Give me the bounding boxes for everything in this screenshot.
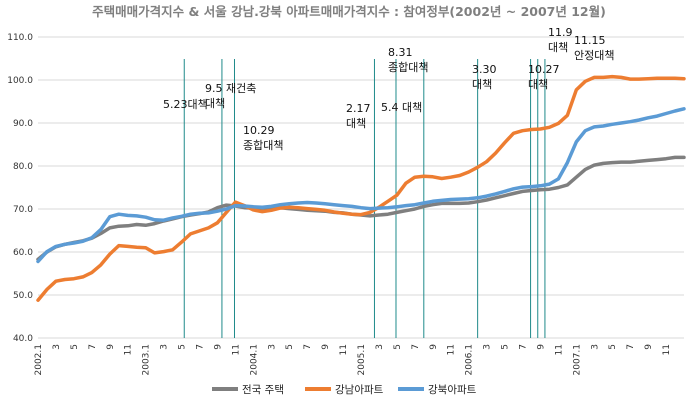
event-annotation: 11.9 xyxy=(548,26,573,39)
x-tick-label: 2003.1 xyxy=(142,344,152,376)
event-annotation: 9.5 재건축 xyxy=(205,82,256,95)
x-tick-label: 7 xyxy=(196,344,206,350)
x-tick-label: 7 xyxy=(411,344,421,350)
event-annotation: 8.31 xyxy=(388,46,413,59)
x-tick-label: 2005.1 xyxy=(357,344,367,376)
event-annotation: 안정대책 xyxy=(574,49,614,62)
x-tick-label: 5 xyxy=(70,344,80,350)
x-tick-label: 7 xyxy=(88,344,98,350)
event-annotation: 대책 xyxy=(346,117,366,130)
x-tick-label: 9 xyxy=(644,344,654,350)
x-tick-label: 2004.1 xyxy=(249,344,259,376)
event-annotation: 대책 xyxy=(205,97,225,110)
x-tick-label: 3 xyxy=(267,344,277,350)
grid xyxy=(38,36,684,339)
event-annotation: 11.15 xyxy=(574,34,606,47)
x-tick-label: 9 xyxy=(213,344,223,350)
x-tick-label: 3 xyxy=(52,344,62,350)
x-tick-label: 11 xyxy=(662,344,672,355)
y-tick-label: 60.0 xyxy=(13,248,33,258)
y-tick-label: 70.0 xyxy=(13,205,33,215)
legend-entry: 강남아파트 xyxy=(335,384,384,396)
y-tick-label: 80.0 xyxy=(13,162,33,172)
legend-entry: 전국 주택 xyxy=(242,384,284,396)
x-tick-label: 5 xyxy=(501,344,511,350)
event-annotation: 2.17 xyxy=(346,102,371,115)
x-tick-label: 9 xyxy=(106,344,116,350)
x-tick-label: 11 xyxy=(231,344,241,355)
y-tick-label: 110.0 xyxy=(7,33,33,43)
x-tick-label: 11 xyxy=(124,344,134,355)
x-tick-label: 11 xyxy=(339,344,349,355)
y-tick-label: 100.0 xyxy=(7,76,33,86)
event-lines xyxy=(183,59,546,338)
series-lines xyxy=(36,74,686,302)
x-tick-label: 2002.1 xyxy=(34,344,44,376)
x-tick-label: 7 xyxy=(626,344,636,350)
x-tick-label: 9 xyxy=(321,344,331,350)
y-axis: 40.0 50.0 60.0 70.0 80.0 90.0 100.0 110.0 xyxy=(7,33,33,344)
x-tick-label: 9 xyxy=(429,344,439,350)
event-annotation: 10.27 xyxy=(528,63,560,76)
event-annotation: 3.30 xyxy=(472,63,497,76)
x-tick-label: 9 xyxy=(536,344,546,350)
x-tick-label: 3 xyxy=(160,344,170,350)
x-tick-label: 2006.1 xyxy=(465,344,475,376)
event-annotation: 대책 xyxy=(472,78,492,91)
x-tick-label: 3 xyxy=(483,344,493,350)
series-line xyxy=(36,107,686,264)
event-annotation: 5.23대책 xyxy=(163,98,208,111)
event-annotation: 10.29 xyxy=(243,124,275,137)
x-axis: 2002.1 3 5 7 9 11 2003.1 3 5 7 9 11 2004.1 3 5 7 9 11 2005… xyxy=(34,344,672,376)
event-annotation: 대책 xyxy=(528,78,548,91)
series-line xyxy=(36,74,686,302)
y-tick-label: 90.0 xyxy=(13,119,33,129)
x-tick-label: 3 xyxy=(590,344,600,350)
chart-title: 주택매매가격지수 & 서울 강남.강북 아파트매매가격지수 : 참여정부(200… xyxy=(92,4,606,19)
legend-entry: 강북아파트 xyxy=(428,384,477,396)
x-tick-label: 5 xyxy=(393,344,403,350)
x-tick-label: 3 xyxy=(375,344,385,350)
x-tick-label: 11 xyxy=(447,344,457,355)
x-tick-label: 2007.1 xyxy=(572,344,582,376)
x-tick-label: 7 xyxy=(519,344,529,350)
legend: 전국 주택 강남아파트 강북아파트 xyxy=(212,384,477,396)
x-tick-label: 11 xyxy=(554,344,564,355)
x-tick-label: 5 xyxy=(178,344,188,350)
event-annotation: 5.4 대책 xyxy=(381,101,422,114)
event-annotation: 종합대책 xyxy=(388,61,428,74)
event-annotation: 대책 xyxy=(548,41,568,54)
x-tick-label: 7 xyxy=(303,344,313,350)
y-tick-label: 40.0 xyxy=(13,334,33,344)
event-annotation: 종합대책 xyxy=(243,139,283,152)
x-tick-label: 5 xyxy=(285,344,295,350)
x-tick-label: 5 xyxy=(608,344,618,350)
y-tick-label: 50.0 xyxy=(13,291,33,301)
